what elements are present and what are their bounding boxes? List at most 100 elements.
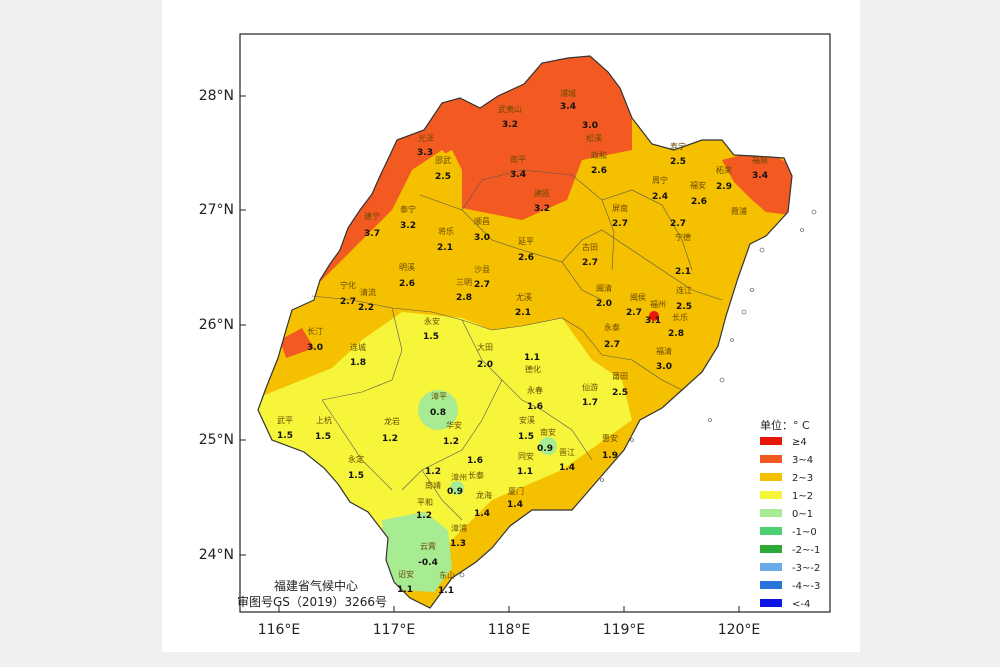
station-value: 1.9 xyxy=(602,451,618,461)
station-name: 长泰 xyxy=(468,470,484,480)
temperature-anomaly-map: 28°N 27°N 26°N 25°N 24°N 116°E 117°E 118… xyxy=(199,33,831,638)
station-name: 顺昌 xyxy=(474,217,490,226)
station-name: 邵武 xyxy=(435,155,451,165)
station-value: 2.7 xyxy=(474,280,490,290)
legend-item: 2~3 xyxy=(760,473,813,484)
station-name: 明溪 xyxy=(399,262,415,272)
station-value: 3.7 xyxy=(364,229,380,239)
station-value: 0.9 xyxy=(537,444,553,454)
station-value: 2.7 xyxy=(612,219,628,229)
station-value: 1.3 xyxy=(450,539,466,549)
station-value: 2.6 xyxy=(691,197,707,207)
station-value: 2.5 xyxy=(435,172,451,182)
station-value: 2.8 xyxy=(456,293,472,303)
station-name: 闽侯 xyxy=(630,293,646,302)
zone-0-1-zhangzhou xyxy=(450,481,464,495)
station-value: 2.7 xyxy=(582,258,598,268)
station-name: 厦门 xyxy=(508,486,524,496)
legend-item: <-4 xyxy=(760,599,810,610)
station-name: 永泰 xyxy=(604,322,620,332)
station-name: 南靖 xyxy=(425,480,441,490)
station-name: 南安 xyxy=(540,427,556,437)
county-boundaries xyxy=(311,169,723,521)
station-value: 2.6 xyxy=(518,253,534,263)
station-name: 建宁 xyxy=(364,211,380,221)
legend-item: -1~0 xyxy=(760,527,817,538)
lon-label: 120°E xyxy=(718,622,761,638)
station-name: 霞浦 xyxy=(731,206,747,216)
legend-swatch xyxy=(760,581,782,589)
station-name: 宁化 xyxy=(340,280,356,290)
station-name: 福安 xyxy=(690,180,706,190)
legend-label: -1~0 xyxy=(792,527,817,538)
station-value: 1.8 xyxy=(350,358,366,368)
lat-label: 27°N xyxy=(199,202,234,218)
station-value: 1.4 xyxy=(507,500,523,510)
station-name: 晋江 xyxy=(559,448,575,457)
station-name: 诏安 xyxy=(398,569,414,579)
station-name: 武夷山 xyxy=(498,104,522,114)
station-value: 2.5 xyxy=(676,302,692,312)
station-value: 3.3 xyxy=(417,148,433,158)
station-name: 福州 xyxy=(650,300,666,309)
station-value: 3.2 xyxy=(502,120,518,130)
station-name: 永安 xyxy=(424,316,440,326)
station-name: 沙县 xyxy=(474,265,490,274)
station-name: 政和 xyxy=(591,150,607,160)
station-value: 1.5 xyxy=(423,332,439,342)
station-name: 武平 xyxy=(277,415,293,425)
station-value: 1.5 xyxy=(277,431,293,441)
station-value: 2.6 xyxy=(591,166,607,176)
station-value: 1.5 xyxy=(518,432,534,442)
station-value: 1.1 xyxy=(438,586,454,596)
lat-label: 28°N xyxy=(199,88,234,104)
legend-item: -3~-2 xyxy=(760,563,820,574)
province-outline xyxy=(257,55,793,609)
station-labels: 浦城 3.4 武夷山 3.2 松溪 3.0 光泽 3.3 邵武 2.5 南平 3… xyxy=(277,88,768,596)
station-value: 3.0 xyxy=(307,343,323,353)
legend-item: -4~-3 xyxy=(760,581,820,592)
lon-label: 116°E xyxy=(258,622,301,638)
station-value: 2.9 xyxy=(716,182,732,192)
zone-0-1-nanan xyxy=(539,437,557,455)
station-name: 永春 xyxy=(527,385,543,395)
legend-item: 3~4 xyxy=(760,455,813,466)
zone-3-4-changting xyxy=(280,328,314,358)
station-value: 2.0 xyxy=(477,360,493,370)
station-value: 1.7 xyxy=(582,398,598,408)
station-name: 漳州 xyxy=(451,472,467,482)
station-value: 2.4 xyxy=(652,192,668,202)
station-name: 将乐 xyxy=(438,226,454,236)
station-name: 大田 xyxy=(477,342,493,352)
station-name: 宁德 xyxy=(675,232,691,242)
lon-label: 119°E xyxy=(603,622,646,638)
legend-title: 单位：° C xyxy=(760,418,810,432)
zone-3-4-fuding xyxy=(722,150,792,215)
latitude-axis: 28°N 27°N 26°N 25°N 24°N xyxy=(199,88,246,563)
station-value: 1.1 xyxy=(524,353,540,363)
zone-0-1-zhangping xyxy=(418,390,458,430)
station-name: 上杭 xyxy=(316,415,332,425)
legend-swatch xyxy=(760,509,782,517)
station-name: 平和 xyxy=(417,498,433,507)
station-value: 1.6 xyxy=(527,402,543,412)
legend-item: -2~-1 xyxy=(760,545,820,556)
station-value: 1.5 xyxy=(348,471,364,481)
station-name: 寿宁 xyxy=(670,141,686,151)
map-card: 28°N 27°N 26°N 25°N 24°N 116°E 117°E 118… xyxy=(162,0,860,652)
station-value: 1.2 xyxy=(382,434,398,444)
station-name: 福清 xyxy=(656,346,672,356)
zone-2-3-inset xyxy=(422,150,462,208)
legend-swatch xyxy=(760,455,782,463)
legend-swatch xyxy=(760,473,782,481)
station-name: 光泽 xyxy=(418,133,434,143)
station-value: 1.1 xyxy=(517,467,533,477)
legend-swatch xyxy=(760,527,782,535)
station-value: 1.2 xyxy=(425,467,441,477)
station-value: 1.4 xyxy=(559,463,575,473)
station-value: 2.5 xyxy=(670,157,686,167)
legend-label: 0~1 xyxy=(792,509,813,520)
station-value: 2.1 xyxy=(515,308,531,318)
station-value: 2.0 xyxy=(596,299,612,309)
station-name: 尤溪 xyxy=(516,292,532,302)
